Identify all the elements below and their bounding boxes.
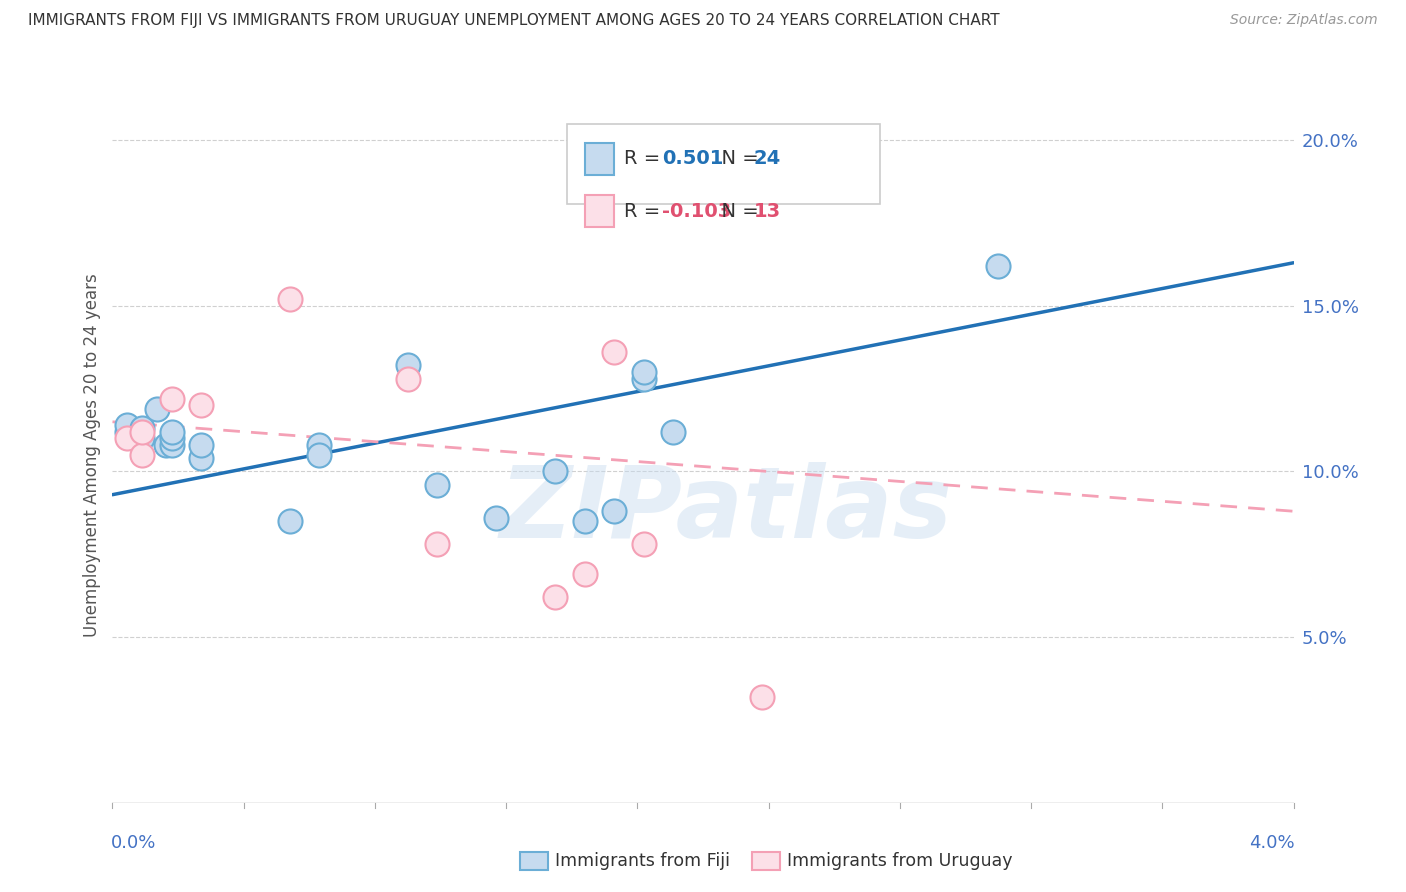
Text: -0.103: -0.103 — [662, 202, 731, 220]
Point — [308, 448, 330, 462]
Point — [131, 421, 153, 435]
Point — [987, 259, 1010, 273]
Text: 0.501: 0.501 — [662, 149, 723, 169]
Text: 13: 13 — [754, 202, 780, 220]
Point — [160, 431, 183, 445]
Point — [155, 438, 177, 452]
Point — [278, 292, 301, 306]
Text: N =: N = — [709, 202, 765, 220]
Point — [117, 425, 138, 439]
Point — [544, 591, 567, 605]
Point — [485, 511, 508, 525]
Text: 24: 24 — [754, 149, 782, 169]
Point — [603, 504, 626, 518]
Point — [633, 537, 655, 551]
Point — [662, 425, 685, 439]
Point — [160, 392, 183, 406]
Point — [160, 438, 183, 452]
Text: 4.0%: 4.0% — [1249, 834, 1295, 852]
Point — [117, 431, 138, 445]
Point — [633, 365, 655, 379]
Point — [131, 431, 153, 445]
Point — [426, 537, 449, 551]
Text: Source: ZipAtlas.com: Source: ZipAtlas.com — [1230, 13, 1378, 28]
Text: IMMIGRANTS FROM FIJI VS IMMIGRANTS FROM URUGUAY UNEMPLOYMENT AMONG AGES 20 TO 24: IMMIGRANTS FROM FIJI VS IMMIGRANTS FROM … — [28, 13, 1000, 29]
Point — [117, 418, 138, 433]
Y-axis label: Unemployment Among Ages 20 to 24 years: Unemployment Among Ages 20 to 24 years — [83, 273, 101, 637]
Point — [574, 567, 596, 582]
Point — [396, 372, 419, 386]
Point — [131, 448, 153, 462]
Point — [544, 465, 567, 479]
Point — [751, 690, 773, 704]
Text: R =: R = — [624, 202, 666, 220]
Point — [190, 398, 212, 412]
Point — [278, 514, 301, 528]
Point — [190, 438, 212, 452]
Text: R =: R = — [624, 149, 666, 169]
Point — [131, 425, 153, 439]
Text: N =: N = — [709, 149, 765, 169]
Point — [633, 372, 655, 386]
Point — [603, 345, 626, 359]
Point — [426, 477, 449, 491]
Point — [396, 359, 419, 373]
Point — [160, 425, 183, 439]
Text: Immigrants from Uruguay: Immigrants from Uruguay — [787, 852, 1012, 870]
Point — [308, 438, 330, 452]
Text: 0.0%: 0.0% — [111, 834, 156, 852]
Point — [190, 451, 212, 466]
Text: Immigrants from Fiji: Immigrants from Fiji — [555, 852, 730, 870]
Text: ZIPatlas: ZIPatlas — [501, 462, 953, 559]
Point — [574, 514, 596, 528]
Point — [146, 401, 169, 416]
